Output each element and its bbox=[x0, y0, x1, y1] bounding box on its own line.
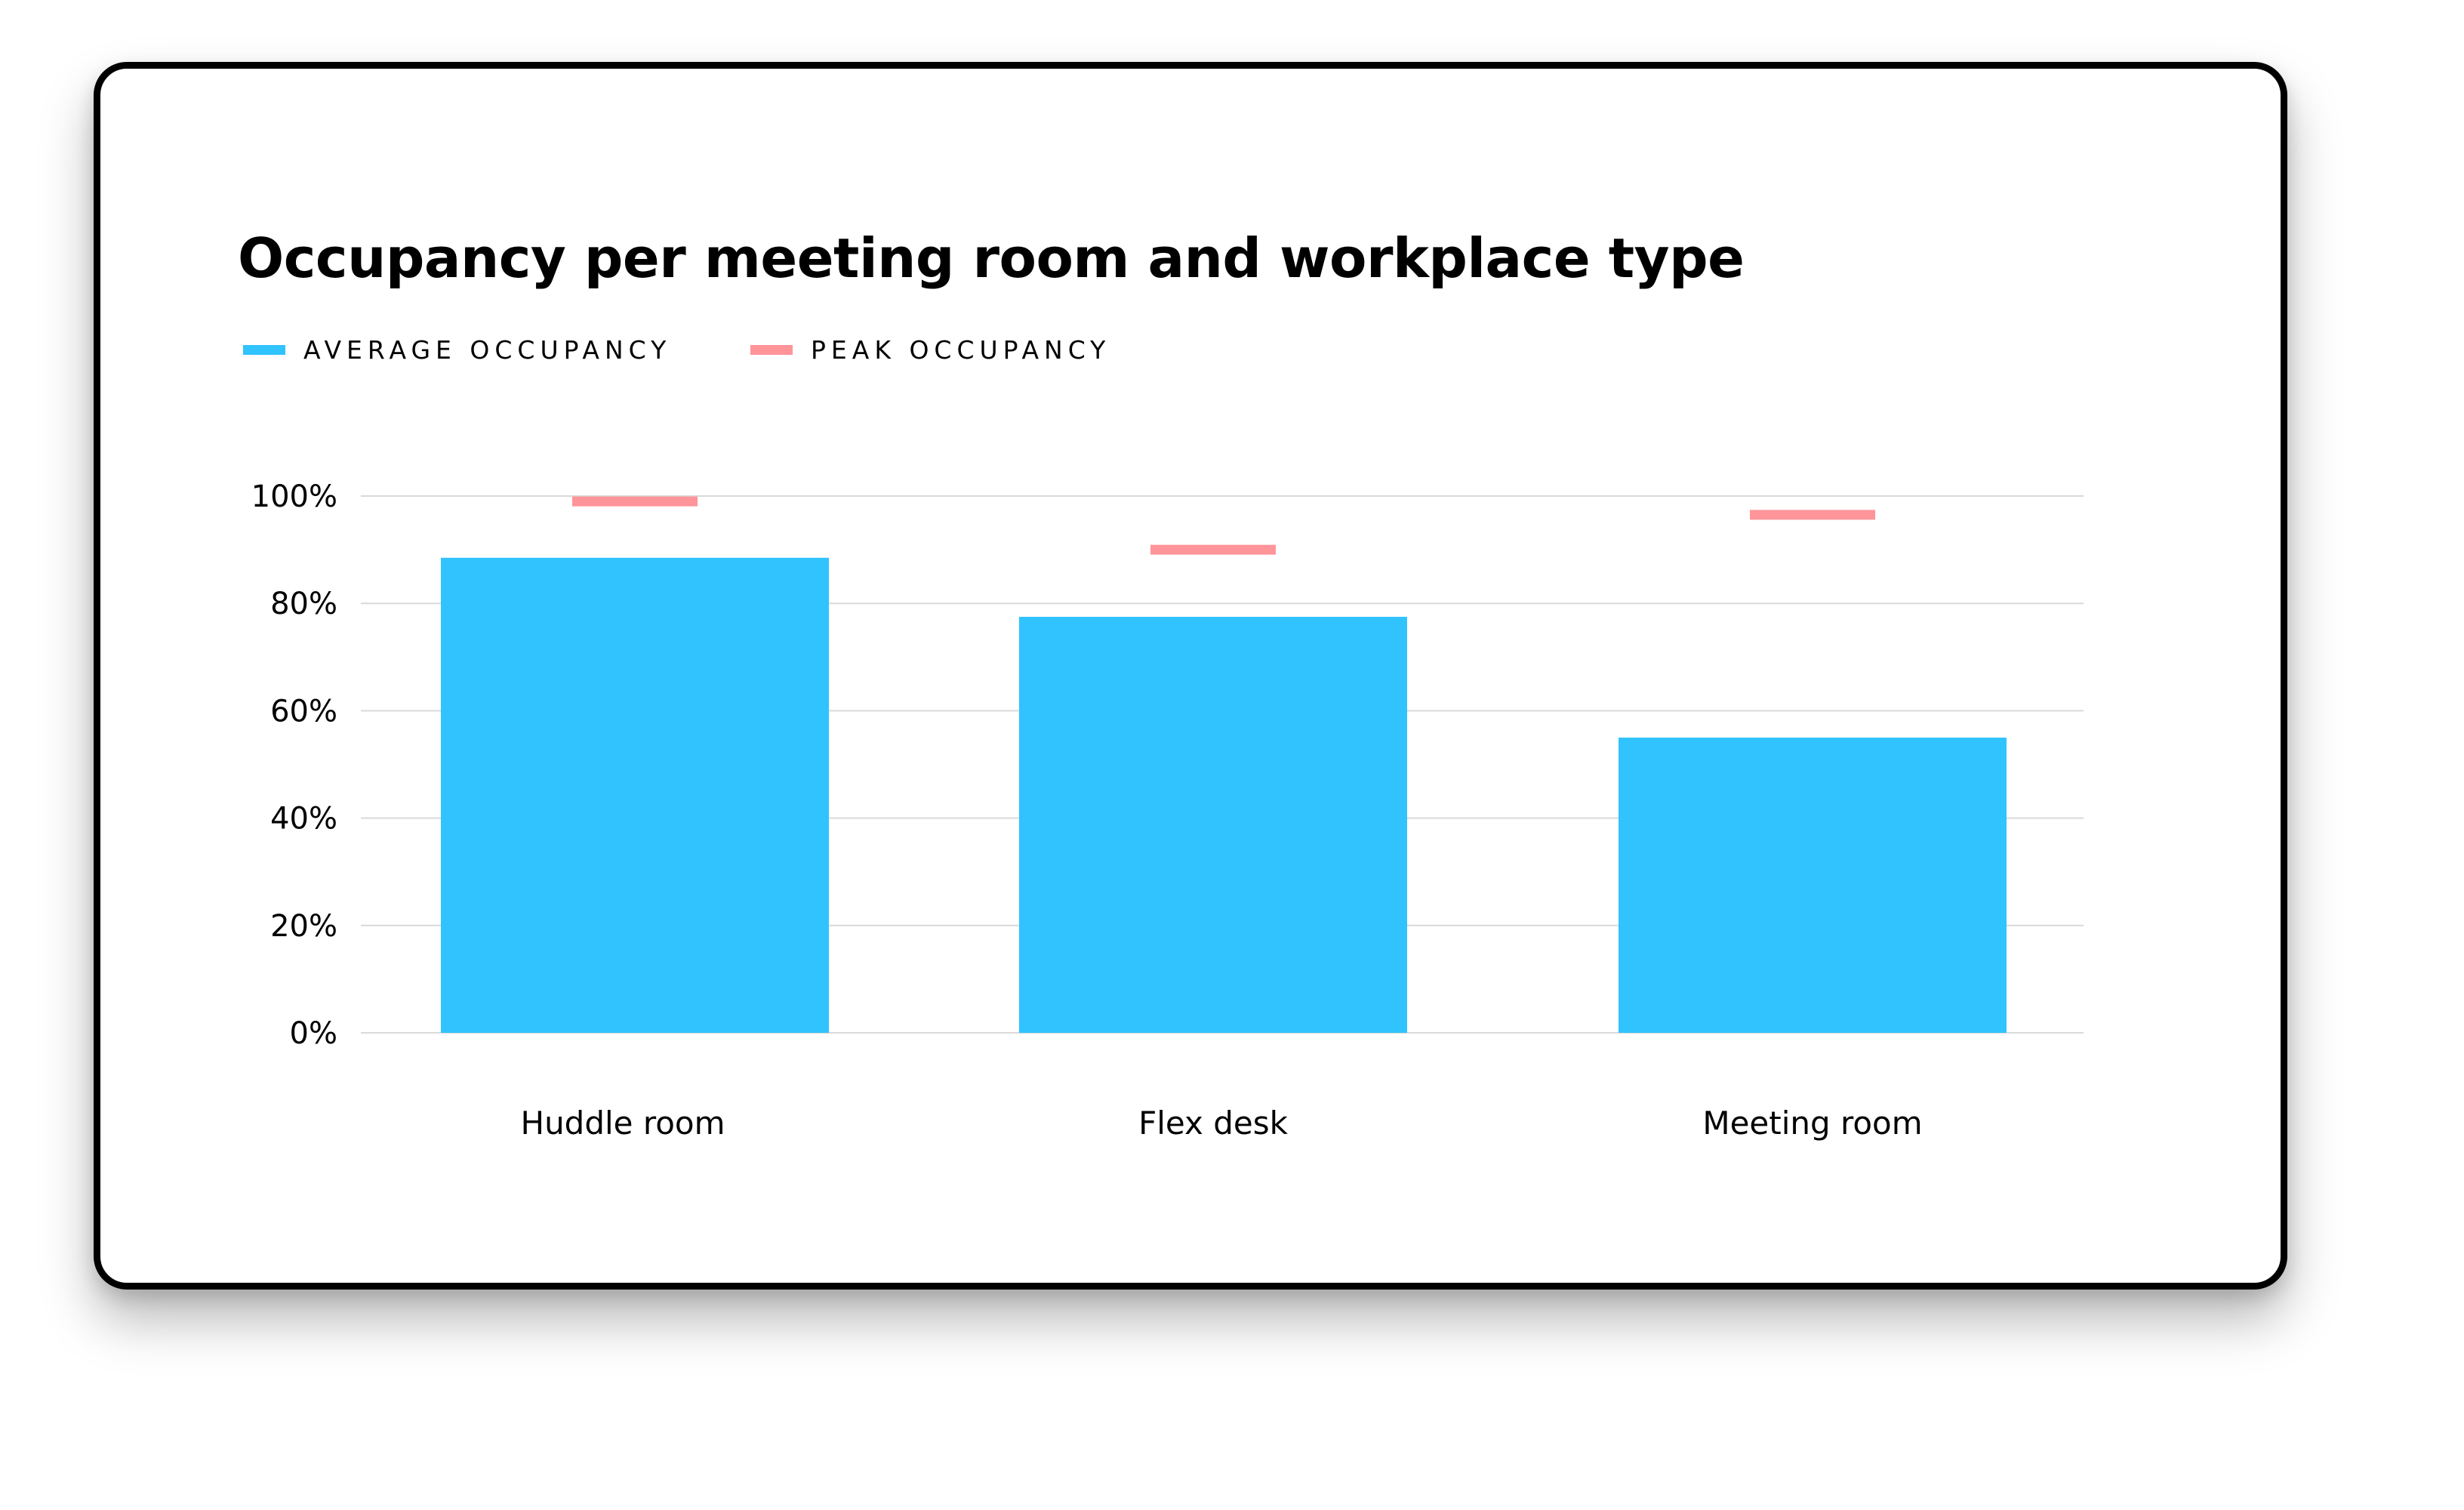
peak-occupancy-marker bbox=[1150, 544, 1276, 555]
legend-swatch-average bbox=[243, 344, 285, 355]
legend-swatch-peak bbox=[750, 344, 793, 355]
bar-average-occupancy bbox=[441, 557, 829, 1033]
legend-label-peak: PEAK OCCUPANCY bbox=[811, 334, 1111, 365]
legend-item-peak: PEAK OCCUPANCY bbox=[750, 334, 1110, 365]
peak-occupancy-marker bbox=[1750, 510, 1875, 520]
peak-occupancy-marker bbox=[572, 496, 698, 507]
legend-item-average: AVERAGE OCCUPANCY bbox=[243, 334, 671, 365]
y-tick-label: 40% bbox=[270, 802, 337, 837]
bar-average-occupancy bbox=[1619, 737, 2007, 1033]
legend-label-average: AVERAGE OCCUPANCY bbox=[303, 334, 672, 365]
y-tick-label: 60% bbox=[270, 694, 337, 729]
y-tick-label: 100% bbox=[251, 479, 337, 514]
x-category-label: Meeting room bbox=[1702, 1105, 1922, 1142]
x-category-label: Flex desk bbox=[1138, 1105, 1289, 1142]
chart-title: Occupancy per meeting room and workplace… bbox=[238, 226, 1745, 290]
y-tick-label: 0% bbox=[290, 1016, 337, 1051]
bar-average-occupancy bbox=[1019, 616, 1407, 1033]
y-tick-label: 20% bbox=[270, 909, 337, 944]
x-category-label: Huddle room bbox=[520, 1105, 725, 1142]
y-tick-label: 80% bbox=[270, 587, 337, 621]
